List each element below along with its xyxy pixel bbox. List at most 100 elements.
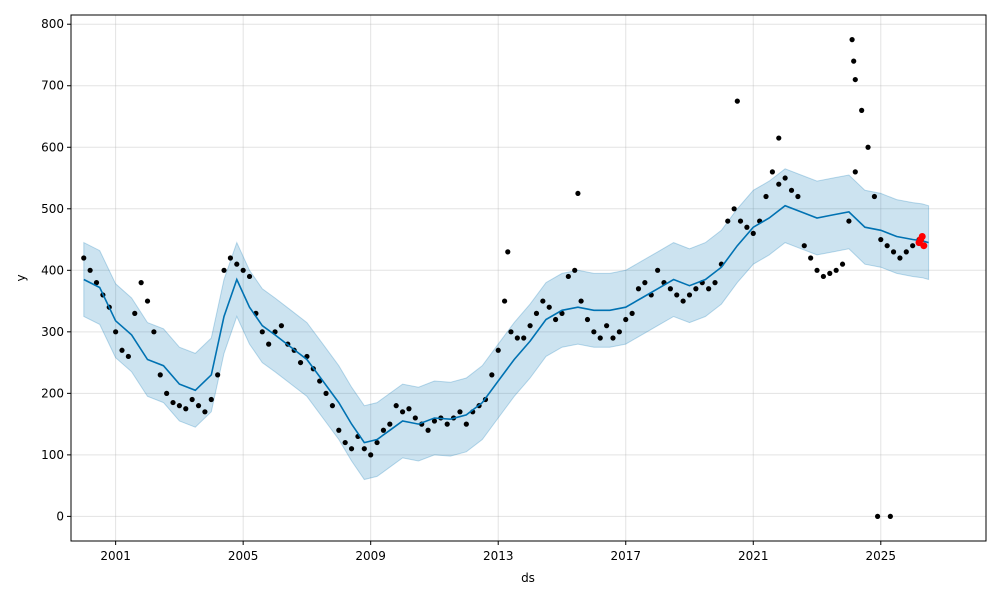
grid — [71, 15, 986, 541]
y-axis-label: y — [14, 274, 28, 281]
observed-spike-2 — [734, 98, 740, 104]
observed-point-85 — [623, 316, 629, 323]
observed-point-80 — [591, 329, 597, 335]
observed-point-98 — [706, 286, 712, 292]
y-tick-label-7: 700 — [41, 79, 64, 93]
observed-point-39 — [329, 403, 336, 409]
observed-point-118 — [833, 267, 839, 273]
observed-point-130 — [910, 243, 916, 249]
observed-point-8 — [132, 310, 138, 316]
observed-point-60 — [463, 421, 469, 427]
observed-point-75 — [559, 310, 565, 316]
observed-point-107 — [763, 193, 769, 200]
observed-point-70 — [527, 323, 533, 329]
observed-point-119 — [839, 261, 846, 267]
plot-frame — [70, 14, 987, 542]
observed-point-17 — [189, 396, 195, 403]
observed-point-55 — [431, 418, 438, 424]
observed-point-111 — [788, 187, 795, 193]
observed-point-14 — [170, 399, 176, 406]
observed-point-116 — [820, 273, 827, 280]
observed-point-127 — [890, 249, 897, 255]
observed-point-71 — [533, 310, 540, 316]
observed-point-9 — [138, 280, 144, 286]
observed-point-16 — [183, 406, 189, 412]
y-ticks: 0 100 200 300 400 500 600 700 800 — [41, 17, 71, 523]
observed-point-94 — [680, 298, 686, 304]
observed-point-101 — [725, 218, 731, 224]
x-axis-label: ds — [521, 571, 535, 585]
observed-point-129 — [903, 249, 909, 255]
observed-point-31 — [278, 323, 285, 329]
observed-point-34 — [297, 359, 304, 366]
observed-point-54 — [425, 427, 431, 433]
y-tick-label-5: 500 — [41, 202, 64, 216]
observed-outlier-1 — [887, 513, 893, 519]
observed-outlier-0 — [875, 513, 881, 519]
observed-point-108 — [769, 169, 775, 175]
observed-point-87 — [635, 286, 642, 292]
observed-point-83 — [610, 335, 616, 341]
observed-point-105 — [750, 230, 756, 236]
observed-point-79 — [584, 316, 591, 323]
x-tick-label-3: 2013 — [483, 549, 514, 563]
observed-point-6 — [119, 347, 125, 353]
x-tick-label-2: 2009 — [355, 549, 386, 563]
observed-point-10 — [144, 298, 151, 304]
observed-point-51 — [406, 406, 412, 412]
observed-point-72 — [540, 298, 546, 304]
observed-point-69 — [521, 335, 527, 341]
observed-point-126 — [884, 243, 890, 249]
y-tick-label-1: 100 — [41, 448, 64, 462]
observed-point-74 — [552, 316, 559, 323]
observed-point-86 — [629, 310, 635, 316]
observed-point-25 — [240, 267, 246, 273]
observed-point-95 — [686, 292, 693, 298]
observed-point-88 — [642, 280, 648, 286]
observed-point-73 — [546, 304, 552, 310]
observed-point-102 — [731, 206, 737, 212]
observed-spike-5 — [851, 58, 857, 64]
forecast-line-group — [83, 204, 929, 444]
observed-point-115 — [814, 267, 820, 273]
future-points — [915, 232, 928, 250]
observed-point-0 — [81, 255, 87, 261]
x-tick-label-5: 2021 — [738, 549, 769, 563]
observed-point-15 — [176, 403, 182, 409]
observed-point-81 — [597, 335, 603, 341]
observed-spike-0 — [505, 249, 511, 255]
observed-point-128 — [897, 255, 903, 261]
observed-spike-4 — [849, 37, 855, 43]
x-tick-label-1: 2005 — [228, 549, 259, 563]
observed-point-41 — [342, 439, 348, 446]
observed-point-113 — [801, 243, 807, 249]
observed-point-49 — [393, 403, 399, 409]
observed-point-68 — [514, 335, 520, 341]
x-tick-label-4: 2017 — [610, 549, 641, 563]
observed-point-48 — [387, 421, 393, 427]
observed-point-1 — [87, 267, 93, 273]
observed-point-12 — [157, 372, 163, 378]
y-tick-label-8: 800 — [41, 17, 64, 31]
observed-point-28 — [259, 329, 265, 335]
observed-point-76 — [565, 273, 571, 280]
observed-point-114 — [808, 255, 814, 261]
observed-point-120 — [846, 218, 852, 224]
x-ticks: 2001 2005 2009 2013 2017 2021 2025 — [100, 541, 896, 563]
observed-point-123 — [865, 144, 871, 150]
observed-point-40 — [336, 427, 342, 433]
observed-point-45 — [368, 452, 374, 458]
observed-point-104 — [744, 224, 750, 230]
observed-point-93 — [674, 292, 680, 298]
observed-point-92 — [667, 286, 673, 292]
forecast-line — [83, 204, 929, 444]
observed-point-66 — [501, 298, 508, 304]
observed-point-124 — [871, 193, 878, 200]
observed-point-59 — [457, 409, 463, 415]
x-tick-label-0: 2001 — [100, 549, 131, 563]
observed-point-99 — [712, 280, 718, 286]
observed-points — [81, 37, 922, 519]
y-tick-label-4: 400 — [41, 263, 64, 277]
observed-point-50 — [399, 409, 406, 415]
y-tick-label-3: 300 — [41, 325, 64, 339]
